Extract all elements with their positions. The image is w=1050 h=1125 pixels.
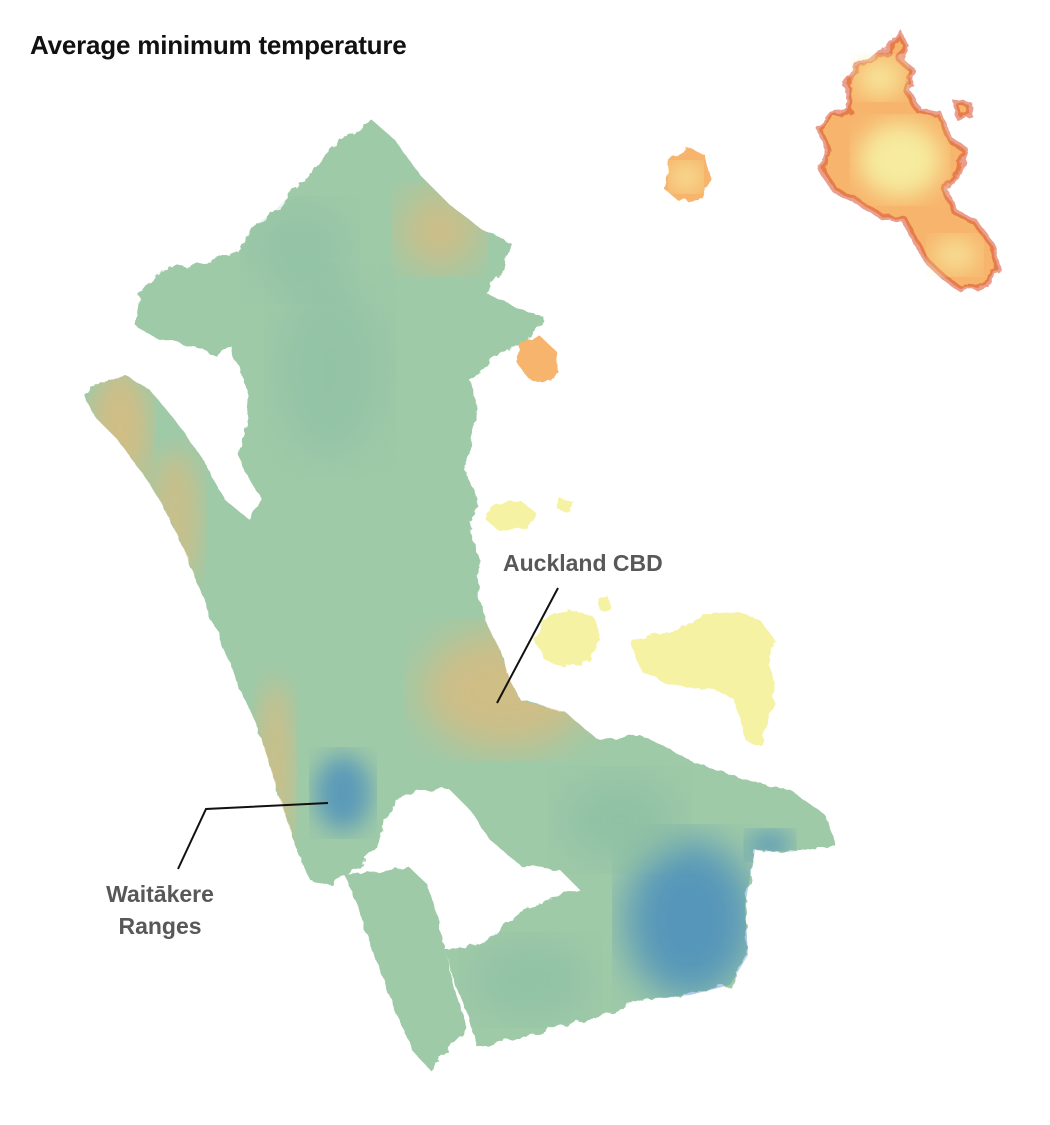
waitakere-label-line-1: Waitākere bbox=[106, 881, 214, 907]
auckland-cbd-label: Auckland CBD bbox=[503, 547, 663, 579]
awhitu-peninsula bbox=[345, 868, 468, 1070]
cbd-leader-line bbox=[496, 587, 559, 704]
great-barrier-highlight bbox=[856, 58, 979, 273]
hauraki-islands bbox=[535, 610, 775, 745]
waitakere-leader-line bbox=[177, 802, 329, 870]
small-islands bbox=[486, 336, 610, 610]
auckland-cbd-label-line: Auckland CBD bbox=[503, 550, 663, 576]
waitakere-label-line-2: Ranges bbox=[118, 913, 202, 939]
map-title: Average minimum temperature bbox=[30, 30, 407, 60]
waitakere-ranges-label: Waitākere Ranges bbox=[80, 878, 240, 942]
